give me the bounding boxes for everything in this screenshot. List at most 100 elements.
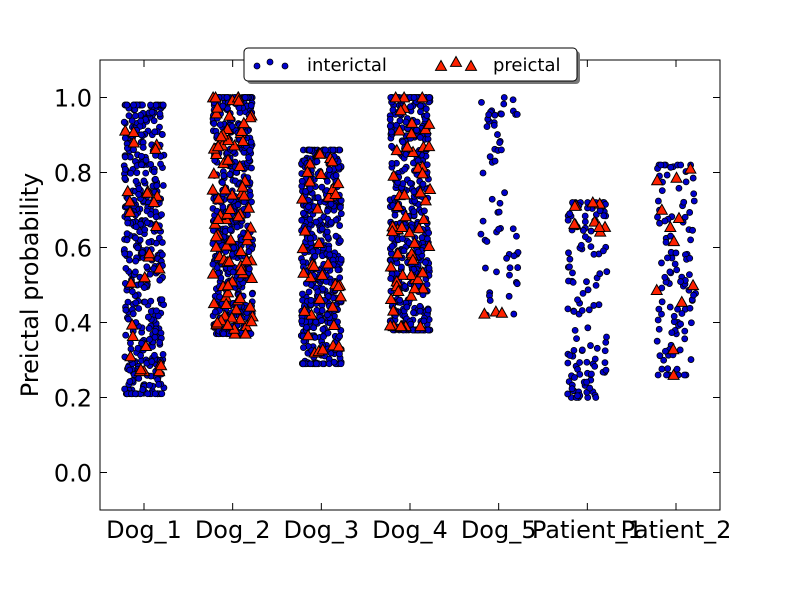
interictal-point: [493, 268, 500, 276]
interictal-point: [130, 146, 137, 154]
interictal-point: [312, 360, 320, 368]
interictal-point: [569, 269, 576, 277]
legend-preictal-marker: [449, 55, 463, 67]
preictal-point: [235, 124, 248, 136]
interictal-point: [299, 290, 306, 298]
interictal-point: [147, 211, 155, 218]
preictal-point: [233, 159, 247, 172]
preictal-point: [225, 311, 239, 323]
preictal-point: [396, 268, 410, 280]
preictal-point: [385, 224, 399, 237]
interictal-point: [226, 170, 234, 178]
preictal-point: [667, 234, 681, 247]
interictal-point: [423, 112, 431, 119]
interictal-point: [152, 213, 160, 221]
interictal-point: [581, 233, 589, 241]
interictal-point: [334, 266, 342, 274]
preictal-point: [220, 239, 233, 251]
interictal-point: [158, 251, 166, 259]
preictal-point: [400, 140, 414, 152]
interictal-point: [337, 210, 345, 218]
preictal-point: [298, 304, 311, 316]
preictal-point: [415, 90, 429, 103]
interictal-point: [148, 358, 156, 365]
interictal-point: [417, 102, 424, 110]
interictal-point: [132, 177, 140, 185]
interictal-point: [323, 228, 331, 236]
interictal-point: [142, 156, 150, 164]
preictal-point: [332, 279, 345, 292]
interictal-point: [566, 255, 574, 263]
interictal-point: [312, 318, 320, 326]
preictal-point: [406, 253, 420, 265]
interictal-point: [677, 320, 685, 328]
interictal-point: [121, 250, 129, 258]
preictal-point: [211, 101, 224, 113]
preictal-point: [663, 220, 677, 232]
interictal-point: [337, 255, 345, 263]
preictal-point: [219, 297, 233, 309]
preictal-point: [212, 192, 225, 204]
interictal-point: [332, 172, 340, 179]
interictal-point: [211, 308, 219, 316]
interictal-point: [678, 310, 686, 317]
interictal-point: [121, 165, 129, 173]
preictal-point: [206, 267, 220, 279]
interictal-point: [146, 381, 153, 389]
interictal-point: [500, 94, 508, 101]
y-tick-label: 0.4: [54, 310, 92, 338]
legend-preictal-marker: [464, 59, 478, 71]
interictal-point: [143, 263, 151, 271]
interictal-point: [323, 178, 331, 185]
preictal-point: [390, 143, 404, 156]
preictal-point: [121, 184, 135, 197]
preictal-point: [118, 124, 132, 136]
interictal-point: [586, 384, 594, 392]
interictal-point: [157, 160, 164, 168]
points-layer: [118, 90, 700, 401]
interictal-point: [583, 378, 591, 386]
preictal-point: [209, 90, 222, 103]
x-tick-label: Patient_2: [621, 516, 732, 544]
interictal-point: [139, 144, 147, 151]
interictal-point: [564, 216, 572, 224]
preictal-point: [314, 167, 328, 179]
preictal-point: [209, 240, 223, 252]
interictal-point: [209, 260, 217, 268]
interictal-point: [583, 278, 590, 286]
preictal-point: [408, 236, 421, 248]
interictal-point: [245, 154, 252, 161]
interictal-point: [319, 285, 327, 293]
interictal-point: [387, 275, 395, 282]
interictal-point: [229, 268, 237, 276]
interictal-point: [150, 117, 158, 125]
preictal-point: [316, 343, 330, 355]
preictal-point: [152, 364, 166, 377]
preictal-point: [386, 304, 400, 316]
interictal-point: [485, 111, 493, 119]
preictal-point: [397, 90, 411, 103]
preictal-point: [149, 142, 162, 154]
interictal-point: [581, 212, 589, 220]
preictal-point: [325, 154, 339, 167]
interictal-point: [314, 194, 322, 201]
preictal-point: [234, 244, 248, 257]
interictal-point: [313, 158, 321, 165]
preictal-point: [153, 262, 166, 274]
interictal-point: [593, 344, 601, 352]
preictal-point: [207, 167, 221, 179]
interictal-point: [124, 315, 132, 323]
interictal-point: [313, 306, 321, 314]
preictal-point: [414, 319, 427, 332]
interictal-point: [234, 201, 242, 209]
interictal-point: [332, 232, 340, 240]
legend-label-interictal: interictal: [307, 55, 387, 76]
interictal-point: [513, 110, 521, 118]
preictal-point: [315, 268, 329, 280]
interictal-point: [578, 346, 586, 354]
preictal-point: [222, 254, 236, 267]
preictal-point: [232, 94, 246, 106]
legend-interictal-marker: [253, 62, 261, 70]
interictal-point: [680, 198, 688, 206]
interictal-point: [419, 180, 427, 188]
